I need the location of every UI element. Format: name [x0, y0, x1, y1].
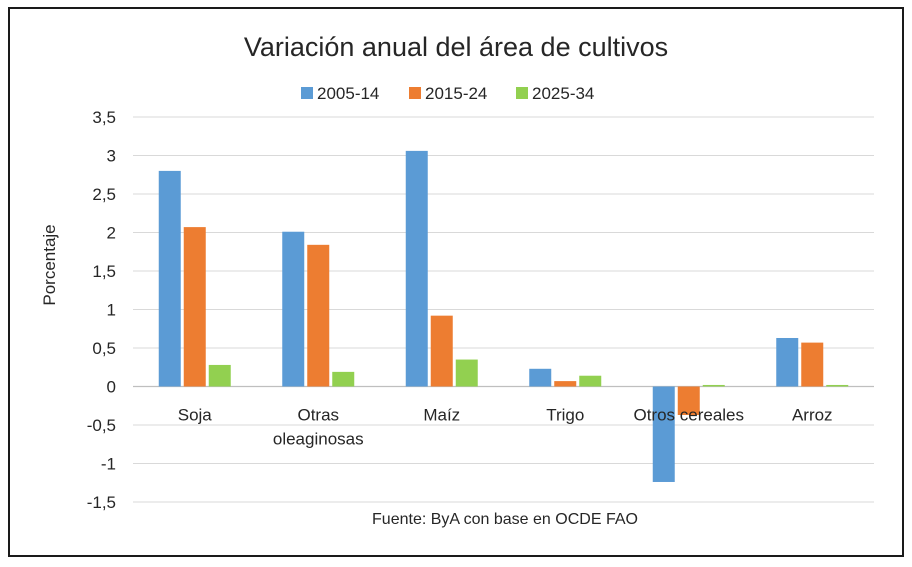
- bar: [776, 337, 799, 387]
- category-label: Maíz: [423, 406, 460, 425]
- chart-title: Variación anual del área de cultivos: [244, 32, 668, 62]
- y-tick-label: 3: [107, 147, 116, 166]
- bar: [332, 371, 355, 387]
- y-tick-label: 2,5: [92, 185, 116, 204]
- legend-label: 2005-14: [317, 84, 379, 103]
- category-label: Arroz: [792, 406, 833, 425]
- y-tick-label: -1: [101, 455, 116, 474]
- legend-swatch: [516, 87, 528, 99]
- bar: [307, 244, 330, 387]
- bar: [430, 315, 453, 387]
- y-tick-label: 0: [107, 378, 116, 397]
- y-axis-ticks: 3,5 3 2,5 2 1,5 1 0,5 0 -0,5 -1 -1,5: [87, 108, 116, 512]
- bar: [677, 386, 700, 415]
- bars: [158, 150, 849, 482]
- legend-swatch: [409, 87, 421, 99]
- bar: [282, 231, 305, 387]
- bar: [554, 381, 577, 387]
- bar: [579, 375, 602, 387]
- category-label: Otras oleaginosas: [273, 406, 364, 449]
- y-tick-label: -0,5: [87, 416, 116, 435]
- bar: [183, 227, 206, 387]
- y-tick-label: 0,5: [92, 339, 116, 358]
- legend-swatch: [301, 87, 313, 99]
- bar: [529, 368, 552, 387]
- y-tick-label: 1,5: [92, 262, 116, 281]
- y-tick-label: 1: [107, 301, 116, 320]
- chart-frame: [8, 7, 904, 557]
- bar: [702, 384, 725, 387]
- bar: [208, 364, 231, 387]
- category-label: Soja: [178, 406, 213, 425]
- gridlines: [133, 116, 874, 503]
- y-tick-label: -1,5: [87, 493, 116, 512]
- legend: 2005-14 2015-24 2025-34: [301, 84, 594, 103]
- y-tick-label: 2: [107, 224, 116, 243]
- bar: [405, 150, 428, 387]
- legend-label: 2025-34: [532, 84, 594, 103]
- bar: [801, 342, 824, 387]
- bar: [158, 170, 181, 387]
- bar: [652, 386, 675, 482]
- bar: [455, 359, 478, 387]
- y-tick-label: 3,5: [92, 108, 116, 127]
- legend-label: 2015-24: [425, 84, 487, 103]
- category-label: Otros cereales: [633, 406, 744, 425]
- y-axis-label: Porcentaje: [40, 224, 59, 305]
- bar: [826, 384, 849, 387]
- category-labels: Soja Otras oleaginosas Maíz Trigo Otros cerea…: [178, 406, 833, 449]
- category-label: Trigo: [546, 406, 584, 425]
- source-note: Fuente: ByA con base en OCDE FAO: [372, 511, 638, 528]
